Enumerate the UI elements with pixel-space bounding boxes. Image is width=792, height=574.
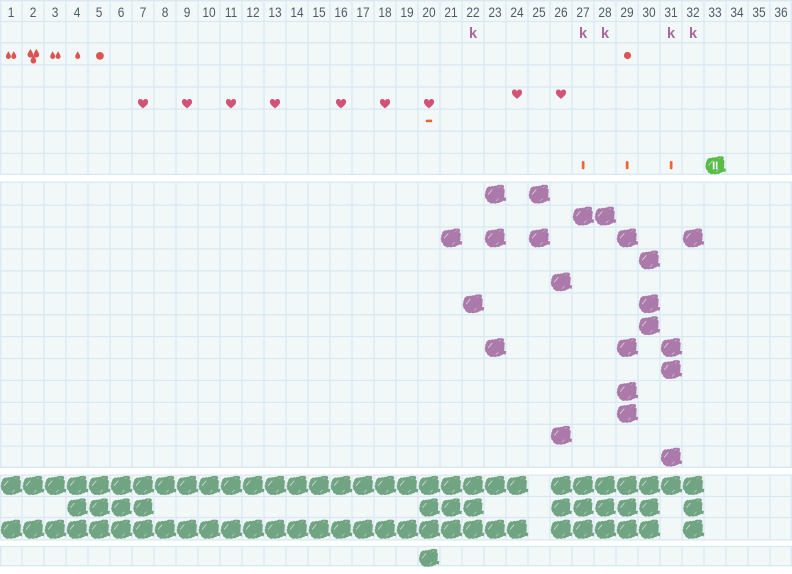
svg-text:k: k — [469, 26, 478, 42]
svg-text:7: 7 — [140, 4, 147, 20]
svg-text:k: k — [667, 26, 676, 42]
svg-text:k: k — [579, 26, 588, 42]
svg-text:21: 21 — [444, 4, 457, 20]
svg-text:14: 14 — [290, 4, 303, 20]
svg-text:36: 36 — [774, 4, 787, 20]
svg-text:19: 19 — [400, 4, 413, 20]
svg-text:17: 17 — [356, 4, 369, 20]
svg-text:35: 35 — [752, 4, 765, 20]
svg-text:16: 16 — [334, 4, 347, 20]
svg-text:5: 5 — [96, 4, 103, 20]
svg-text:18: 18 — [378, 4, 391, 20]
svg-text:22: 22 — [466, 4, 479, 20]
svg-text:32: 32 — [686, 4, 699, 20]
svg-text:24: 24 — [510, 4, 523, 20]
svg-text:23: 23 — [488, 4, 501, 20]
svg-text:10: 10 — [202, 4, 215, 20]
svg-text:2: 2 — [30, 4, 37, 20]
svg-text:1: 1 — [8, 4, 15, 20]
svg-text:31: 31 — [664, 4, 677, 20]
svg-text:34: 34 — [730, 4, 743, 20]
svg-text:28: 28 — [598, 4, 611, 20]
svg-text:20: 20 — [422, 4, 435, 20]
svg-text:11: 11 — [225, 4, 237, 20]
svg-text:k: k — [601, 26, 610, 42]
svg-text:9: 9 — [184, 4, 191, 20]
svg-text:26: 26 — [554, 4, 567, 20]
svg-text:33: 33 — [708, 4, 721, 20]
svg-text:25: 25 — [532, 4, 545, 20]
svg-text:4: 4 — [74, 4, 81, 20]
svg-text:15: 15 — [312, 4, 325, 20]
svg-text:8: 8 — [162, 4, 169, 20]
svg-text:29: 29 — [620, 4, 633, 20]
svg-text:12: 12 — [246, 4, 259, 20]
svg-text:k: k — [689, 26, 698, 42]
svg-text:30: 30 — [642, 4, 655, 20]
svg-text:27: 27 — [576, 4, 589, 20]
svg-text:13: 13 — [268, 4, 281, 20]
svg-text:6: 6 — [118, 4, 125, 20]
svg-text:3: 3 — [52, 4, 59, 20]
